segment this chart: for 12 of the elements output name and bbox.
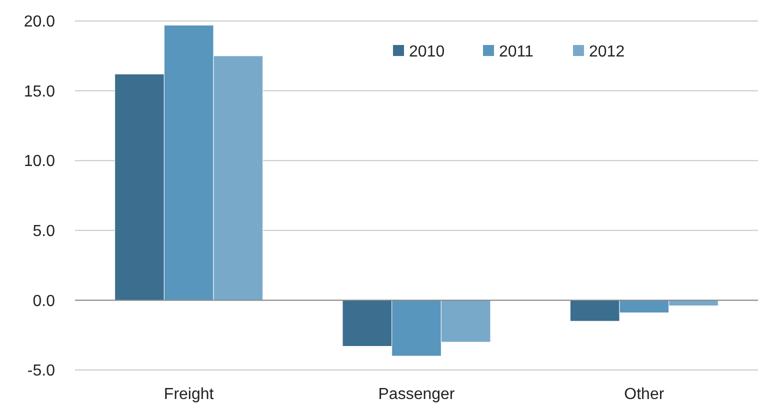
y-tick-label: 0.0 (32, 292, 56, 310)
y-tick-label: -5.0 (27, 362, 56, 380)
y-tick-label: 20.0 (24, 14, 56, 31)
y-tick-label: 15.0 (24, 83, 56, 100)
legend-label: 2010 (409, 44, 445, 61)
x-tick-label: Freight (164, 386, 214, 403)
legend-label: 2012 (589, 44, 625, 61)
legend-label: 2011 (499, 44, 534, 61)
y-tick-label: 5.0 (32, 223, 56, 240)
y-tick-label: 10.0 (24, 153, 56, 170)
x-tick-label: Other (624, 386, 665, 403)
x-tick-label: Passenger (378, 386, 456, 403)
